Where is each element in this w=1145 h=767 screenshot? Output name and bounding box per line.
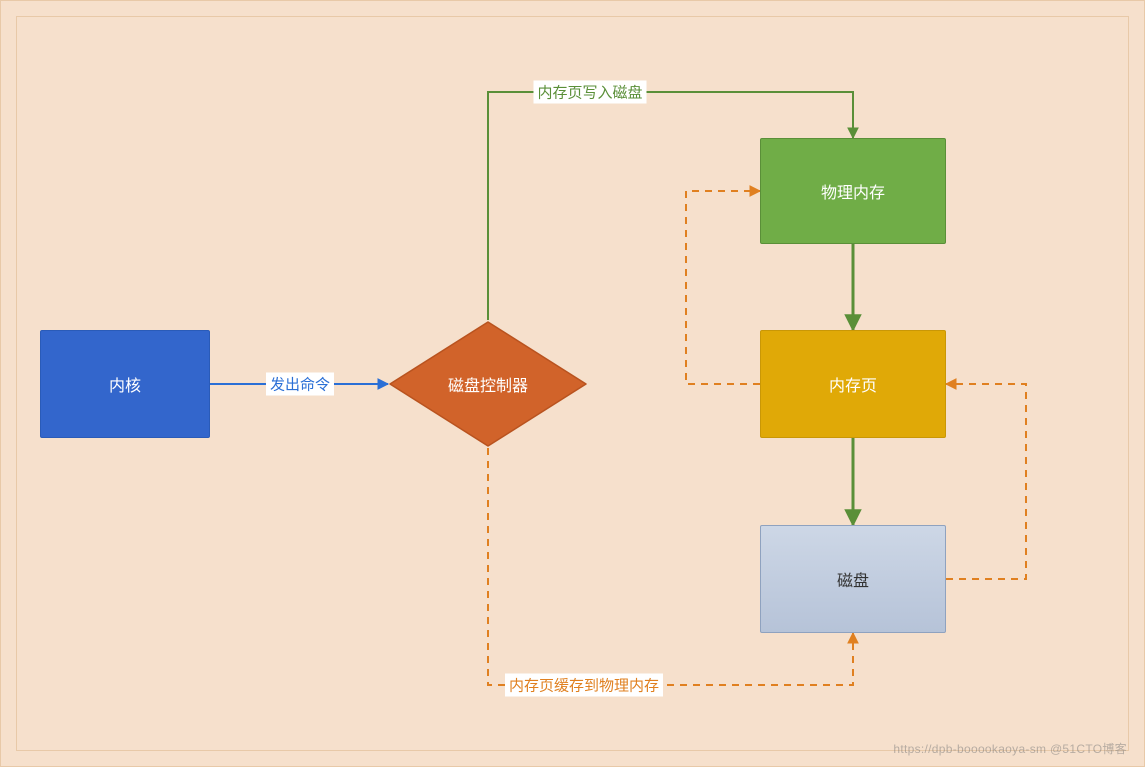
node-controller-label: 磁盘控制器 [448,372,528,396]
node-mem_page: 内存页 [760,330,946,438]
node-phys_mem: 物理内存 [760,138,946,244]
edge-kernel_to_controller-label: 发出命令 [266,373,334,396]
node-controller: 磁盘控制器 [388,320,588,448]
node-mem_page-label: 内存页 [829,372,877,396]
node-disk: 磁盘 [760,525,946,633]
edge-controller_down_to_disk-label: 内存页缓存到物理内存 [505,674,663,697]
watermark: https://dpb-booookaoya-sm @51CTO博客 [893,740,1127,757]
node-kernel-label: 内核 [109,372,141,396]
node-phys_mem-label: 物理内存 [821,179,885,203]
node-kernel: 内核 [40,330,210,438]
node-disk-label: 磁盘 [837,567,869,591]
edge-controller_up_to_phys-label: 内存页写入磁盘 [533,81,646,104]
diagram-canvas: 内核 磁盘控制器 物理内存内存页磁盘 发出命令 内存页写入磁盘内存页缓存到物理内存 htt… [0,0,1145,767]
